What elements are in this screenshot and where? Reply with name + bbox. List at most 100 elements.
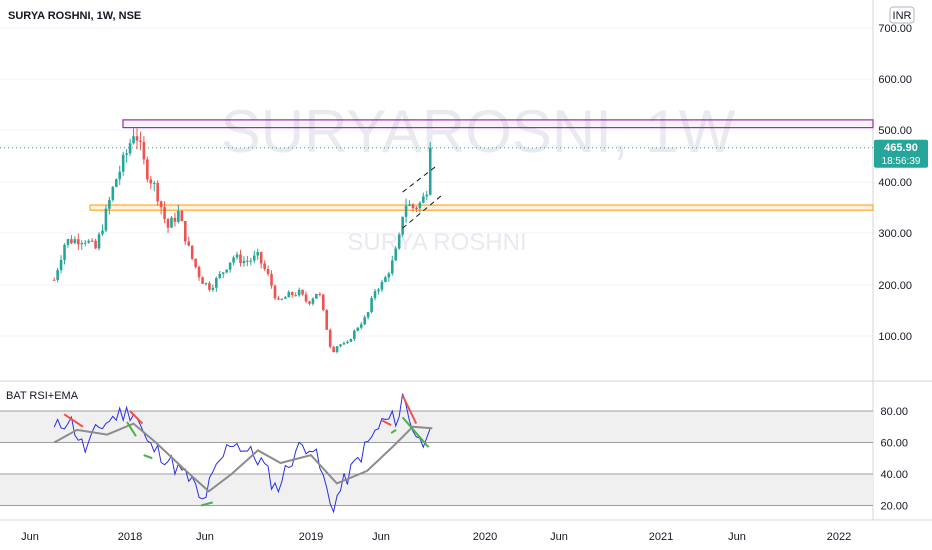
candle-up (401, 216, 404, 235)
price-tick-label: 100.00 (878, 331, 912, 343)
candle-down (201, 277, 204, 284)
candle-up (359, 324, 363, 328)
candle-up (422, 196, 425, 203)
candle-up (363, 317, 366, 325)
candle-up (370, 298, 373, 313)
candle-up (384, 277, 387, 282)
bearish-divergence-line (63, 413, 84, 428)
time-tick-label: 2020 (473, 531, 497, 543)
bearish-divergence-line (381, 419, 392, 427)
candle-up (177, 210, 180, 222)
time-tick-label: Jun (21, 531, 39, 543)
candle-up (152, 182, 156, 184)
candle-down (90, 240, 94, 242)
candle-up (311, 298, 315, 304)
rsi-tick-label: 40.00 (880, 469, 908, 481)
time-tick-label: Jun (196, 531, 214, 543)
candle-up (335, 346, 339, 353)
channel-upper-line (402, 165, 437, 193)
candle-up (73, 239, 77, 244)
candle-down (173, 217, 177, 222)
candle-up (425, 194, 429, 197)
axes: 700.00 600.00 500.00 400.00 300.00 200.00 100.… (21, 23, 912, 543)
candle-down (273, 285, 277, 299)
candle-down (328, 329, 332, 347)
candle-down (263, 263, 266, 269)
bearish-divergence-line (401, 394, 418, 425)
candle-up (56, 270, 59, 280)
candle-up (228, 262, 232, 270)
zones (89, 119, 874, 211)
candle-up (387, 273, 391, 278)
chart-title: SURYA ROSHNI, 1W, NSE (8, 10, 141, 22)
candle-up (101, 230, 104, 235)
candle-up (249, 260, 253, 262)
candle-up (397, 234, 401, 249)
candle-up (346, 341, 349, 344)
indicator-title: BAT RSI+EMA (6, 390, 79, 402)
price-tick-label: 600.00 (878, 74, 912, 86)
candle-up (394, 248, 398, 261)
time-tick-label: Jun (728, 531, 746, 543)
candle-down (301, 289, 304, 295)
candle-up (356, 327, 360, 331)
candle-up (104, 208, 108, 231)
candle-down (149, 179, 153, 184)
candle-up (225, 269, 228, 273)
bullish-divergence-line (143, 454, 153, 460)
candle-down (187, 241, 191, 246)
channel (402, 165, 443, 229)
rsi-band (0, 474, 873, 506)
resistance-zone (122, 119, 874, 129)
candle-up (256, 252, 260, 256)
candle-up (170, 217, 173, 228)
ema-line (53, 422, 433, 493)
candle-up (114, 179, 118, 187)
candle-up (339, 344, 342, 347)
rsi-panel (0, 393, 873, 514)
candle-down (294, 295, 297, 297)
candle-down (142, 141, 146, 160)
bullish-divergence-line (200, 501, 214, 507)
candle-down (411, 204, 415, 208)
candle-down (183, 221, 187, 242)
candle-down (332, 346, 335, 353)
candles (52, 128, 432, 354)
time-tick-label: 2022 (827, 531, 851, 543)
candle-up (418, 202, 422, 209)
bearish-divergence-line (129, 410, 144, 425)
candle-up (121, 154, 125, 172)
price-tick-label: 700.00 (878, 23, 912, 35)
candle-up (342, 343, 346, 345)
candle-down (266, 268, 270, 274)
candle-up (108, 199, 111, 209)
time-tick-label: 2018 (118, 531, 142, 543)
candle-down (304, 294, 308, 302)
candle-down (139, 140, 142, 142)
time-tick-label: 2021 (649, 531, 673, 543)
candle-up (242, 260, 246, 264)
candle-up (404, 205, 408, 217)
candle-up (235, 254, 239, 258)
candle-down (190, 245, 194, 259)
candle-up (215, 278, 218, 288)
watermark-main: SURYAROSNI, 1W (221, 98, 736, 165)
candle-down (94, 240, 97, 249)
candle-up (380, 281, 384, 290)
currency-badge (889, 6, 915, 24)
candle-down (325, 310, 329, 330)
candle-up (132, 136, 135, 144)
candle-up (204, 283, 208, 285)
candle-up (128, 143, 132, 154)
candle-up (232, 257, 235, 263)
candle-down (70, 239, 73, 244)
candle-up (373, 291, 377, 299)
candle-up (353, 330, 356, 339)
candle-up (218, 273, 222, 279)
candle-down (163, 207, 166, 219)
bullish-divergence-line (126, 421, 137, 437)
candle-down (197, 266, 201, 278)
rsi-tick-label: 20.00 (880, 501, 908, 513)
price-tick-label: 500.00 (878, 125, 912, 137)
